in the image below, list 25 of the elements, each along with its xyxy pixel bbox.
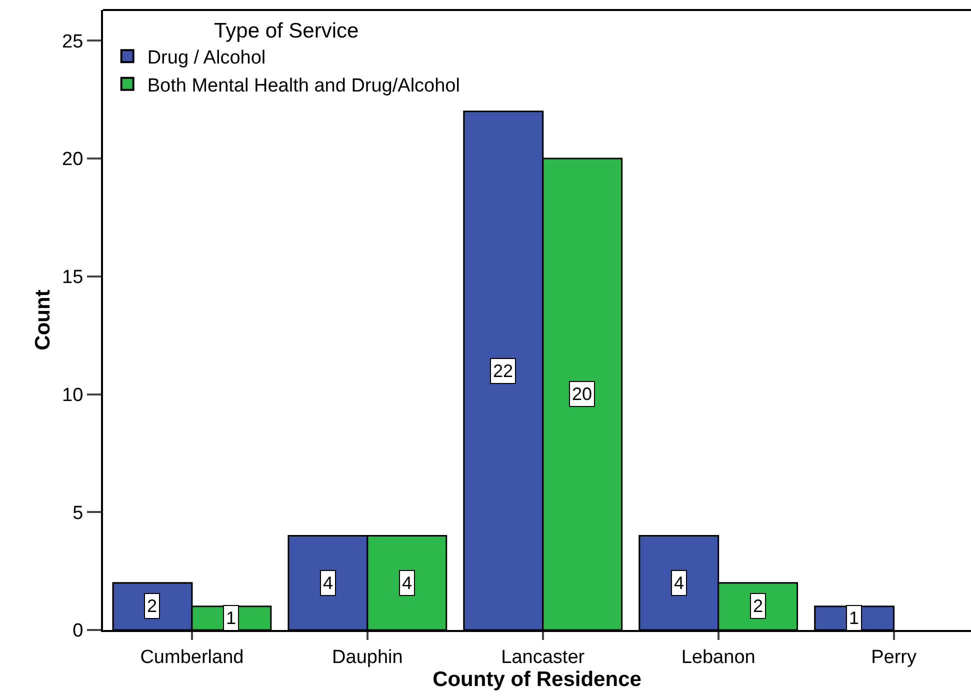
y-tick-label: 0	[72, 620, 84, 642]
x-tick-label: Lancaster	[501, 646, 586, 668]
data-label: 2	[753, 596, 764, 616]
data-label: 4	[323, 573, 334, 593]
data-label: 20	[572, 384, 592, 404]
y-tick-label: 15	[62, 267, 84, 288]
y-tick-label: 25	[62, 31, 84, 52]
data-label: 2	[147, 596, 158, 616]
data-label: 22	[493, 361, 514, 381]
x-tick-label: Lebanon	[681, 646, 756, 668]
y-tick-label: 20	[62, 149, 84, 170]
data-label: 4	[674, 573, 684, 593]
y-tick-label: 5	[72, 502, 84, 524]
legend-label: Drug / Alcohol	[147, 48, 266, 69]
data-label: 4	[402, 573, 412, 593]
y-axis-title: Count	[32, 290, 55, 350]
x-tick-label: Cumberland	[140, 646, 244, 668]
legend-title: Type of Service	[214, 19, 359, 42]
x-tick-label: Perry	[871, 646, 917, 668]
x-tick-label: Dauphin	[332, 646, 403, 668]
data-label: 1	[226, 608, 236, 628]
legend-label: Both Mental Health and Drug/Alcohol	[147, 75, 460, 96]
x-axis-title: County of Residence	[432, 668, 642, 691]
y-tick-label: 10	[62, 384, 84, 406]
data-label: 1	[849, 608, 860, 628]
